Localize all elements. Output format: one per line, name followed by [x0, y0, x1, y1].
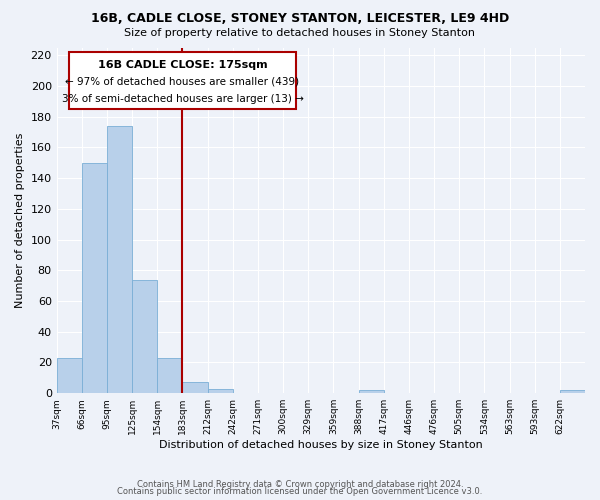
Text: Contains HM Land Registry data © Crown copyright and database right 2024.: Contains HM Land Registry data © Crown c…: [137, 480, 463, 489]
Bar: [132, 280, 157, 393]
X-axis label: Distribution of detached houses by size in Stoney Stanton: Distribution of detached houses by size …: [159, 440, 483, 450]
Bar: [107, 126, 132, 393]
Text: Size of property relative to detached houses in Stoney Stanton: Size of property relative to detached ho…: [125, 28, 476, 38]
Text: 16B, CADLE CLOSE, STONEY STANTON, LEICESTER, LE9 4HD: 16B, CADLE CLOSE, STONEY STANTON, LEICES…: [91, 12, 509, 26]
Bar: [182, 382, 208, 393]
Bar: [208, 388, 233, 393]
Bar: [560, 390, 585, 393]
Text: Contains public sector information licensed under the Open Government Licence v3: Contains public sector information licen…: [118, 487, 482, 496]
Bar: [157, 358, 182, 393]
Bar: [56, 358, 82, 393]
Y-axis label: Number of detached properties: Number of detached properties: [15, 132, 25, 308]
Bar: [359, 390, 384, 393]
Bar: [82, 162, 107, 393]
Text: 16B CADLE CLOSE: 175sqm: 16B CADLE CLOSE: 175sqm: [98, 60, 267, 70]
Text: 3% of semi-detached houses are larger (13) →: 3% of semi-detached houses are larger (1…: [62, 94, 304, 104]
Text: ← 97% of detached houses are smaller (439): ← 97% of detached houses are smaller (43…: [65, 76, 299, 86]
FancyBboxPatch shape: [69, 52, 296, 109]
